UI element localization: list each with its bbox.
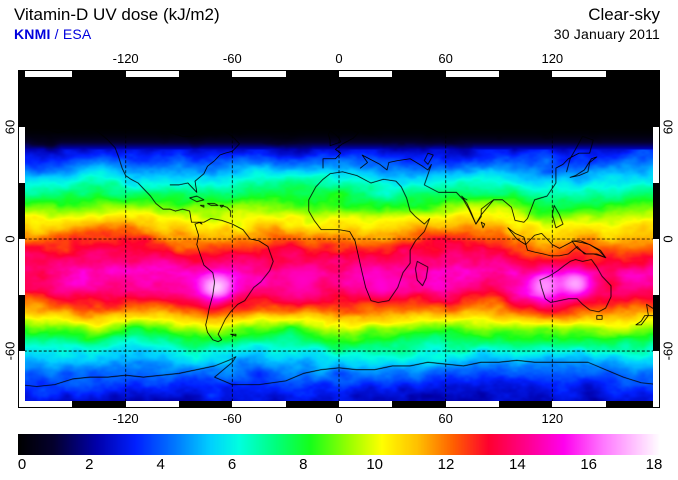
- x-axis-tick-label: 0: [335, 411, 343, 426]
- axis-tick-segment: [19, 71, 73, 77]
- axis-tick-segment: [19, 239, 25, 295]
- header-right-block: Clear-sky 30 January 2011: [320, 4, 660, 44]
- axis-tick-segment: [552, 401, 606, 407]
- y-axis-tick-label: 60: [660, 119, 676, 135]
- colorbar-tick-label: 6: [227, 456, 237, 473]
- axis-tick-segment: [445, 71, 499, 77]
- colorbar-tick-label: 10: [366, 456, 383, 473]
- axis-tick-segment: [19, 351, 25, 407]
- x-axis-tick-label: 60: [438, 411, 453, 426]
- x-axis-tick-label: -120: [112, 411, 139, 426]
- axis-tick-band: [653, 71, 659, 407]
- axis-tick-segment: [653, 127, 659, 183]
- x-axis-tick-label: -60: [222, 411, 242, 426]
- axis-tick-segment: [125, 401, 179, 407]
- colorbar-tick-label: 0: [17, 456, 27, 473]
- sky-condition-label: Clear-sky: [588, 5, 660, 24]
- y-axis-tick-label: -60: [2, 341, 18, 361]
- colorbar-tick-label: 8: [299, 456, 308, 473]
- axis-tick-band: [19, 71, 659, 77]
- axis-tick-segment: [339, 71, 393, 77]
- axis-tick-segment: [653, 351, 659, 407]
- x-axis-tick-label: 120: [541, 51, 564, 66]
- page-title: Vitamin-D UV dose (kJ/m2): [14, 5, 220, 24]
- axis-tick-segment: [552, 71, 606, 77]
- colorbar-tick-label: 14: [508, 456, 526, 473]
- axis-tick-segment: [339, 401, 393, 407]
- x-axis-tick-label: 60: [438, 51, 453, 66]
- agency-esa-label: ESA: [62, 26, 92, 42]
- axis-tick-segment: [19, 401, 73, 407]
- colorbar-tick-label: 18: [645, 456, 663, 473]
- axis-tick-segment: [232, 71, 286, 77]
- x-axis-tick-label: 0: [335, 51, 343, 66]
- axis-tick-band: [19, 401, 659, 407]
- agency-credit: KNMI / ESA: [14, 25, 394, 44]
- colorbar-tick-label: 4: [156, 456, 165, 473]
- y-axis-tick-label: 0: [2, 235, 18, 243]
- colorbar-gradient: [18, 434, 660, 455]
- uv-dose-heatmap: [19, 71, 659, 407]
- axis-tick-segment: [653, 239, 659, 295]
- colorbar-tick-label: 16: [580, 456, 597, 473]
- y-axis-tick-label: 0: [660, 235, 676, 243]
- colorbar-tick-label: 2: [85, 456, 94, 473]
- agency-separator: /: [50, 26, 63, 42]
- x-axis-tick-label: -120: [112, 51, 139, 66]
- map-plot-area: [18, 70, 660, 408]
- x-axis-tick-label: 120: [541, 411, 564, 426]
- axis-tick-segment: [19, 127, 25, 183]
- axis-tick-segment: [232, 401, 286, 407]
- y-axis-tick-label: -60: [660, 341, 676, 361]
- x-axis-tick-label: -60: [222, 51, 242, 66]
- agency-knmi-label: KNMI: [14, 26, 51, 42]
- header-left-block: Vitamin-D UV dose (kJ/m2) KNMI / ESA: [14, 4, 394, 44]
- colorbar: [18, 434, 660, 455]
- colorbar-tick-label: 12: [437, 456, 455, 473]
- axis-tick-segment: [445, 401, 499, 407]
- axis-tick-segment: [125, 71, 179, 77]
- y-axis-tick-label: 60: [2, 119, 18, 135]
- axis-tick-band: [19, 71, 25, 407]
- date-label: 30 January 2011: [553, 26, 660, 42]
